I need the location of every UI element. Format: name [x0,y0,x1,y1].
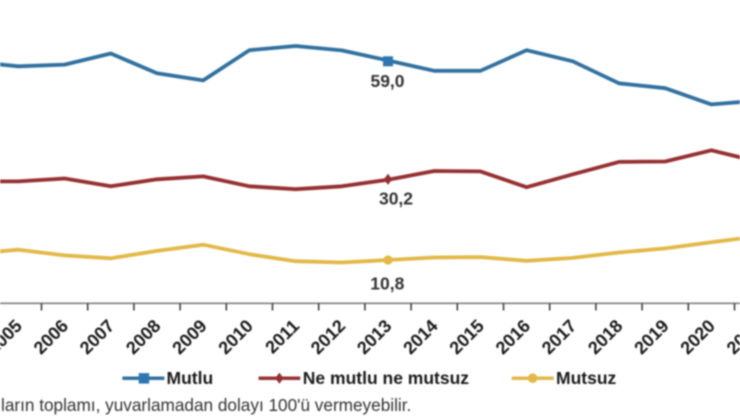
svg-text:Ne mutlu ne mutsuz: Ne mutlu ne mutsuz [303,368,470,388]
svg-text:30,2: 30,2 [379,188,413,208]
svg-text:Mutsuz: Mutsuz [556,368,617,388]
svg-text:59,0: 59,0 [370,71,404,91]
svg-text:ların toplamı, yuvarlamadan do: ların toplamı, yuvarlamadan dolayı 100'ü… [1,395,411,415]
svg-text:10,8: 10,8 [370,274,404,294]
svg-text:Mutlu: Mutlu [167,368,214,388]
